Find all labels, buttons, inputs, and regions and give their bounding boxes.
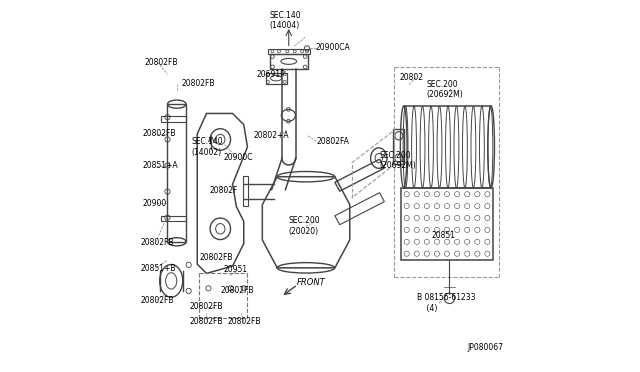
Text: 20802: 20802 xyxy=(400,73,424,82)
Text: 20802FB: 20802FB xyxy=(182,79,215,88)
Text: SEC.200
(20020): SEC.200 (20020) xyxy=(289,217,320,236)
Bar xyxy=(161,116,186,122)
Text: 20802FB: 20802FB xyxy=(145,58,178,67)
Text: 20802FB: 20802FB xyxy=(142,129,176,138)
Text: 20851: 20851 xyxy=(431,231,456,240)
Text: SEC.140
(14004): SEC.140 (14004) xyxy=(270,11,301,30)
Text: 20802+A: 20802+A xyxy=(253,131,289,140)
Text: B 08156-61233
    (4): B 08156-61233 (4) xyxy=(417,294,476,313)
Text: 20802FB: 20802FB xyxy=(220,286,254,295)
Text: SEC.140
(14002): SEC.140 (14002) xyxy=(191,137,223,157)
Text: 20900C: 20900C xyxy=(223,153,253,162)
Text: 20900: 20900 xyxy=(142,199,166,208)
Text: 20691P: 20691P xyxy=(257,70,285,79)
Text: JP080067: JP080067 xyxy=(467,343,503,352)
Text: 20802FB: 20802FB xyxy=(199,253,232,262)
Text: 20851+A: 20851+A xyxy=(142,161,178,170)
Text: 20900CA: 20900CA xyxy=(316,43,350,52)
Text: 20851+B: 20851+B xyxy=(141,264,176,273)
Text: 20802FA: 20802FA xyxy=(316,137,349,146)
Text: FRONT: FRONT xyxy=(296,278,325,287)
Text: 20951: 20951 xyxy=(223,265,248,274)
Text: 20802FB: 20802FB xyxy=(227,317,260,326)
Bar xyxy=(243,176,248,206)
Text: 20802FB: 20802FB xyxy=(189,317,223,326)
Text: 20802FB: 20802FB xyxy=(141,296,174,305)
Text: 20802F: 20802F xyxy=(209,186,237,195)
Text: 20802FB: 20802FB xyxy=(189,302,223,311)
Text: 20802FB: 20802FB xyxy=(141,238,174,247)
Bar xyxy=(161,216,186,221)
Text: SEC.200
(20692M): SEC.200 (20692M) xyxy=(426,80,463,99)
Text: SEC.200
(20692M): SEC.200 (20692M) xyxy=(380,151,416,170)
Bar xyxy=(268,49,310,54)
